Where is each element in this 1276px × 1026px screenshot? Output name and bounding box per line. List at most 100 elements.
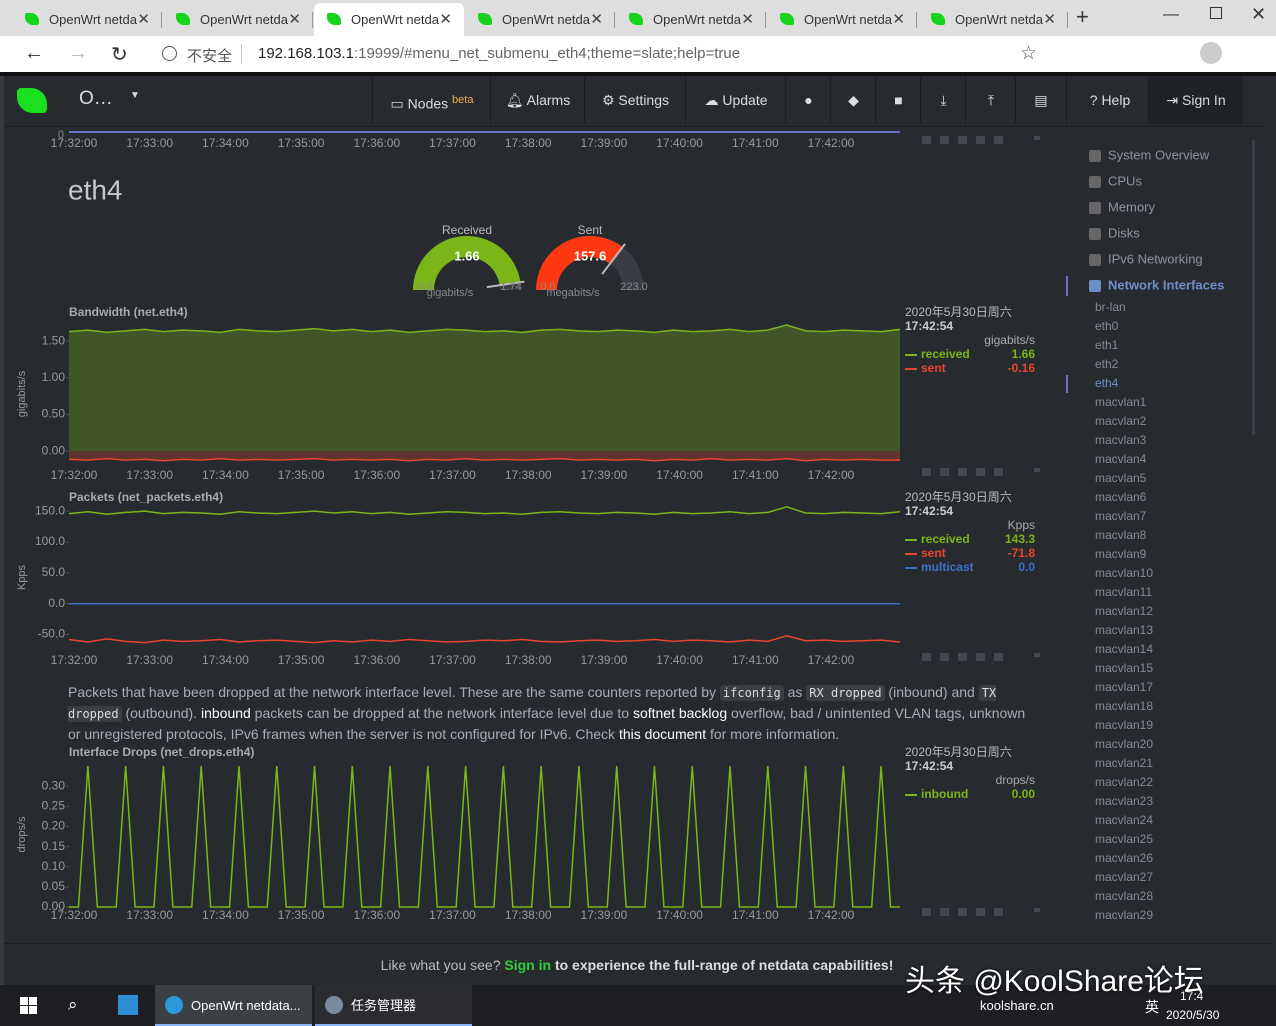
- x-tick-label: 17:37:00: [429, 908, 476, 922]
- sidebar-item[interactable]: macvlan13: [1095, 623, 1153, 637]
- print-button[interactable]: ▤: [1015, 76, 1067, 124]
- gauge-unit: gigabits/s: [427, 287, 474, 299]
- sidebar-item[interactable]: macvlan24: [1095, 813, 1153, 827]
- sidebar-item[interactable]: macvlan8: [1095, 528, 1147, 542]
- tab-icon: [780, 13, 794, 25]
- forward[interactable]: →: [68, 42, 88, 64]
- sidebar-item[interactable]: macvlan3: [1095, 433, 1147, 447]
- description-strong[interactable]: inbound: [200, 705, 251, 721]
- twitter-button[interactable]: ◆: [830, 76, 876, 124]
- sidebar-item[interactable]: macvlan17: [1095, 680, 1153, 694]
- sidebar-item[interactable]: br-lan: [1095, 300, 1126, 314]
- tab[interactable]: OpenWrt netda ✕: [314, 3, 464, 36]
- logo[interactable]: [17, 88, 47, 113]
- sidebar-item[interactable]: macvlan10: [1095, 566, 1153, 580]
- sidebar-section[interactable]: System Overview: [1108, 147, 1210, 162]
- sidebar-section[interactable]: IPv6 Networking: [1108, 251, 1203, 266]
- url[interactable]: 192.168.103.1:19999/#menu_net_submenu_et…: [258, 45, 740, 62]
- new-tab[interactable]: +: [1076, 4, 1089, 29]
- tab[interactable]: OpenWrt netda ✕: [767, 3, 917, 36]
- brand[interactable]: O…: [79, 88, 113, 109]
- sidebar-section[interactable]: Disks: [1108, 225, 1140, 240]
- chart-tool: [958, 136, 967, 144]
- tab[interactable]: OpenWrt netda ✕: [616, 3, 766, 36]
- tab-close[interactable]: ✕: [137, 11, 150, 28]
- tab-icon: [478, 13, 492, 25]
- tab-close[interactable]: ✕: [288, 11, 301, 28]
- description-strong[interactable]: this document: [618, 726, 707, 742]
- sidebar-section[interactable]: Memory: [1108, 199, 1155, 214]
- sidebar-item[interactable]: macvlan27: [1095, 870, 1153, 884]
- sidebar-item[interactable]: macvlan11: [1095, 585, 1152, 599]
- clock-date[interactable]: 2020/5/30: [1166, 1008, 1220, 1022]
- sidebar-section[interactable]: Network Interfaces: [1108, 277, 1224, 292]
- tab[interactable]: OpenWrt netda ✕: [465, 3, 615, 36]
- favorite[interactable]: ☆: [1020, 43, 1038, 64]
- sidebar-item[interactable]: eth1: [1095, 338, 1119, 352]
- maximize[interactable]: [1210, 7, 1222, 19]
- sidebar-item[interactable]: macvlan6: [1095, 490, 1147, 504]
- info-icon[interactable]: [162, 46, 177, 61]
- alarms-button[interactable]: 🔔︎ Alarms: [490, 76, 585, 124]
- sidebar-item[interactable]: macvlan26: [1095, 851, 1153, 865]
- refresh[interactable]: ↻: [111, 44, 128, 66]
- upload-button[interactable]: ⤒: [965, 76, 1016, 124]
- facebook-button[interactable]: ■: [875, 76, 921, 124]
- tab[interactable]: OpenWrt netda ✕: [163, 3, 313, 36]
- caret[interactable]: ▼: [130, 90, 140, 101]
- search-button[interactable]: ⌕: [68, 995, 78, 1014]
- sign-in-button[interactable]: ⇥ Sign In: [1148, 76, 1243, 124]
- sidebar-item[interactable]: macvlan25: [1095, 832, 1153, 846]
- sidebar-item[interactable]: macvlan21: [1095, 756, 1153, 770]
- update-button[interactable]: ☁ Update: [685, 76, 786, 124]
- tab-close[interactable]: ✕: [1043, 11, 1056, 28]
- nodes-button[interactable]: ▭ Nodes beta: [372, 76, 491, 124]
- description-plain: (outbound).: [121, 705, 201, 721]
- sidebar-item[interactable]: eth2: [1095, 357, 1119, 371]
- taskbar-app[interactable]: 任务管理器: [315, 985, 472, 1026]
- sidebar-item[interactable]: macvlan14: [1095, 642, 1153, 656]
- sidebar-item[interactable]: macvlan22: [1095, 775, 1153, 789]
- sidebar-item[interactable]: macvlan18: [1095, 699, 1153, 713]
- sidebar-item[interactable]: macvlan5: [1095, 471, 1147, 485]
- ime[interactable]: 英: [1145, 999, 1159, 1015]
- description-strong[interactable]: softnet backlog: [632, 705, 728, 721]
- download-button[interactable]: ⤓: [920, 76, 966, 124]
- close[interactable]: ✕: [1251, 4, 1267, 24]
- minimize[interactable]: —: [1163, 6, 1179, 23]
- footer-link[interactable]: Sign in: [504, 957, 552, 973]
- sidebar-item[interactable]: macvlan1: [1095, 395, 1147, 409]
- tab-close[interactable]: ✕: [439, 11, 452, 28]
- legend-units: drops/s: [996, 773, 1035, 787]
- x-tick-label: 17:41:00: [732, 908, 779, 922]
- github-button[interactable]: ●: [785, 76, 831, 124]
- sidebar-item[interactable]: eth4: [1095, 376, 1119, 390]
- sidebar-item[interactable]: macvlan4: [1095, 452, 1147, 466]
- back[interactable]: ←: [24, 42, 44, 64]
- sidebar-item[interactable]: macvlan12: [1095, 604, 1153, 618]
- sidebar-item[interactable]: macvlan7: [1095, 509, 1147, 523]
- settings-button[interactable]: ⚙ Settings: [584, 76, 686, 124]
- sidebar-item[interactable]: macvlan15: [1095, 661, 1153, 675]
- tab[interactable]: OpenWrt netda ✕: [918, 3, 1068, 36]
- y-tick-label: 150.0: [35, 503, 65, 517]
- app-icon[interactable]: [118, 995, 138, 1015]
- sidebar-item[interactable]: macvlan20: [1095, 737, 1153, 751]
- tab[interactable]: OpenWrt netda ✕: [12, 3, 162, 36]
- tab-close[interactable]: ✕: [741, 11, 754, 28]
- profile[interactable]: [1200, 42, 1222, 64]
- sidebar-item[interactable]: macvlan9: [1095, 547, 1147, 561]
- sidebar-item[interactable]: macvlan29: [1095, 908, 1153, 922]
- sidebar-item[interactable]: macvlan28: [1095, 889, 1153, 903]
- sidebar-item[interactable]: macvlan2: [1095, 414, 1147, 428]
- clock-time[interactable]: 17:4: [1180, 989, 1204, 1003]
- taskbar-app[interactable]: OpenWrt netdata...: [155, 985, 312, 1026]
- sidebar-item[interactable]: macvlan23: [1095, 794, 1153, 808]
- help-button[interactable]: ? Help: [1089, 92, 1131, 108]
- start-button[interactable]: [20, 997, 37, 1014]
- tab-close[interactable]: ✕: [590, 11, 603, 28]
- tab-close[interactable]: ✕: [892, 11, 905, 28]
- sidebar-section[interactable]: CPUs: [1108, 173, 1142, 188]
- sidebar-item[interactable]: eth0: [1095, 319, 1119, 333]
- sidebar-item[interactable]: macvlan19: [1095, 718, 1153, 732]
